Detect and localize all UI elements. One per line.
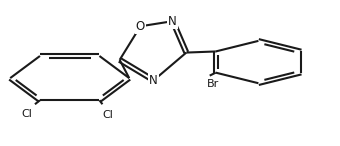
Text: O: O xyxy=(136,20,145,33)
Text: N: N xyxy=(168,15,177,28)
Text: Cl: Cl xyxy=(21,109,32,119)
Text: Cl: Cl xyxy=(102,110,113,120)
Text: Br: Br xyxy=(207,79,219,89)
Text: N: N xyxy=(149,74,158,87)
